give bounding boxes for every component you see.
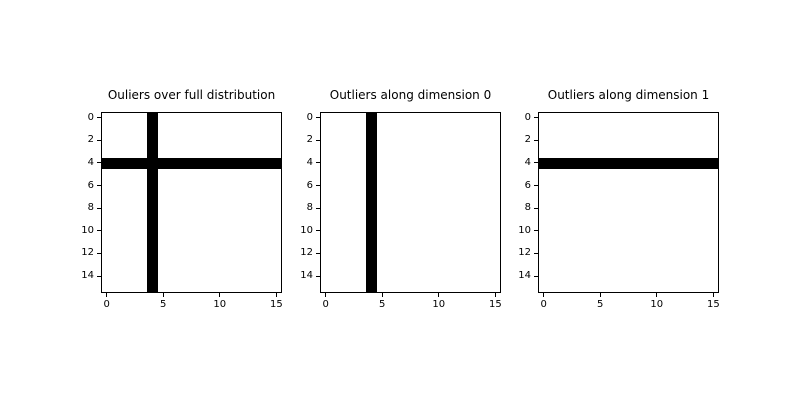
y-tick-mark <box>534 162 538 164</box>
y-tick-mark <box>97 162 101 164</box>
y-tick-label: 12 <box>518 247 531 259</box>
y-tick-label: 8 <box>87 202 94 214</box>
x-tick-mark <box>543 293 545 297</box>
y-tick-label: 10 <box>518 224 531 236</box>
y-tick-mark <box>316 230 320 232</box>
y-tick-label: 8 <box>524 202 531 214</box>
y-tick-mark <box>316 275 320 277</box>
y-tick-label: 0 <box>524 111 531 123</box>
x-tick-label: 0 <box>103 299 110 310</box>
x-tick-mark <box>712 293 714 297</box>
subplot-title: Outliers along dimension 0 <box>329 88 492 102</box>
y-tick-mark <box>97 207 101 209</box>
y-tick-mark <box>316 252 320 254</box>
x-tick-label: 5 <box>379 299 386 310</box>
x-tick-label: 5 <box>597 299 604 310</box>
y-tick-mark <box>534 117 538 119</box>
y-tick-label: 6 <box>306 179 313 191</box>
y-tick-label: 0 <box>306 111 313 123</box>
y-tick-label: 2 <box>524 134 531 146</box>
y-tick-mark <box>97 117 101 119</box>
x-tick-label: 0 <box>322 299 329 310</box>
y-tick-mark <box>534 185 538 187</box>
x-tick-label: 15 <box>488 299 502 310</box>
axes-box <box>101 112 282 293</box>
x-tick-label: 15 <box>706 299 720 310</box>
y-tick-label: 12 <box>300 247 313 259</box>
y-tick-mark <box>97 185 101 187</box>
y-tick-label: 6 <box>524 179 531 191</box>
y-tick-label: 0 <box>87 111 94 123</box>
y-tick-mark <box>316 139 320 141</box>
y-tick-label: 4 <box>87 156 94 168</box>
y-tick-label: 12 <box>81 247 94 259</box>
x-tick-label: 10 <box>213 299 227 310</box>
outlier-column-bar <box>365 113 377 292</box>
outlier-row-bar <box>539 157 718 169</box>
y-tick-mark <box>316 185 320 187</box>
y-tick-mark <box>97 230 101 232</box>
x-tick-mark <box>438 293 440 297</box>
outlier-row-bar <box>102 157 281 169</box>
outlier-column-bar <box>146 113 158 292</box>
x-tick-label: 5 <box>160 299 167 310</box>
x-tick-label: 15 <box>269 299 283 310</box>
y-tick-mark <box>316 207 320 209</box>
y-tick-mark <box>534 275 538 277</box>
subplot-title: Outliers along dimension 1 <box>547 88 710 102</box>
axes-box <box>320 112 501 293</box>
x-tick-mark <box>275 293 277 297</box>
subplot-title: Ouliers over full distribution <box>107 88 276 102</box>
y-tick-label: 14 <box>300 270 313 282</box>
x-tick-mark <box>599 293 601 297</box>
y-tick-label: 14 <box>81 270 94 282</box>
x-tick-mark <box>494 293 496 297</box>
axes-box <box>538 112 719 293</box>
x-tick-mark <box>656 293 658 297</box>
y-tick-mark <box>97 275 101 277</box>
x-tick-mark <box>381 293 383 297</box>
y-tick-mark <box>534 139 538 141</box>
y-tick-label: 6 <box>87 179 94 191</box>
y-tick-label: 14 <box>518 270 531 282</box>
x-tick-label: 10 <box>432 299 446 310</box>
y-tick-label: 2 <box>306 134 313 146</box>
y-tick-mark <box>97 139 101 141</box>
y-tick-label: 10 <box>81 224 94 236</box>
y-tick-mark <box>316 162 320 164</box>
y-tick-mark <box>534 207 538 209</box>
y-tick-label: 8 <box>306 202 313 214</box>
y-tick-mark <box>316 117 320 119</box>
y-tick-label: 10 <box>300 224 313 236</box>
x-tick-mark <box>219 293 221 297</box>
x-tick-label: 0 <box>540 299 547 310</box>
y-tick-label: 4 <box>306 156 313 168</box>
x-tick-mark <box>106 293 108 297</box>
y-tick-label: 4 <box>524 156 531 168</box>
y-tick-mark <box>534 252 538 254</box>
x-tick-mark <box>162 293 164 297</box>
x-tick-mark <box>325 293 327 297</box>
y-tick-mark <box>534 230 538 232</box>
y-tick-label: 2 <box>87 134 94 146</box>
x-tick-label: 10 <box>650 299 664 310</box>
y-tick-mark <box>97 252 101 254</box>
